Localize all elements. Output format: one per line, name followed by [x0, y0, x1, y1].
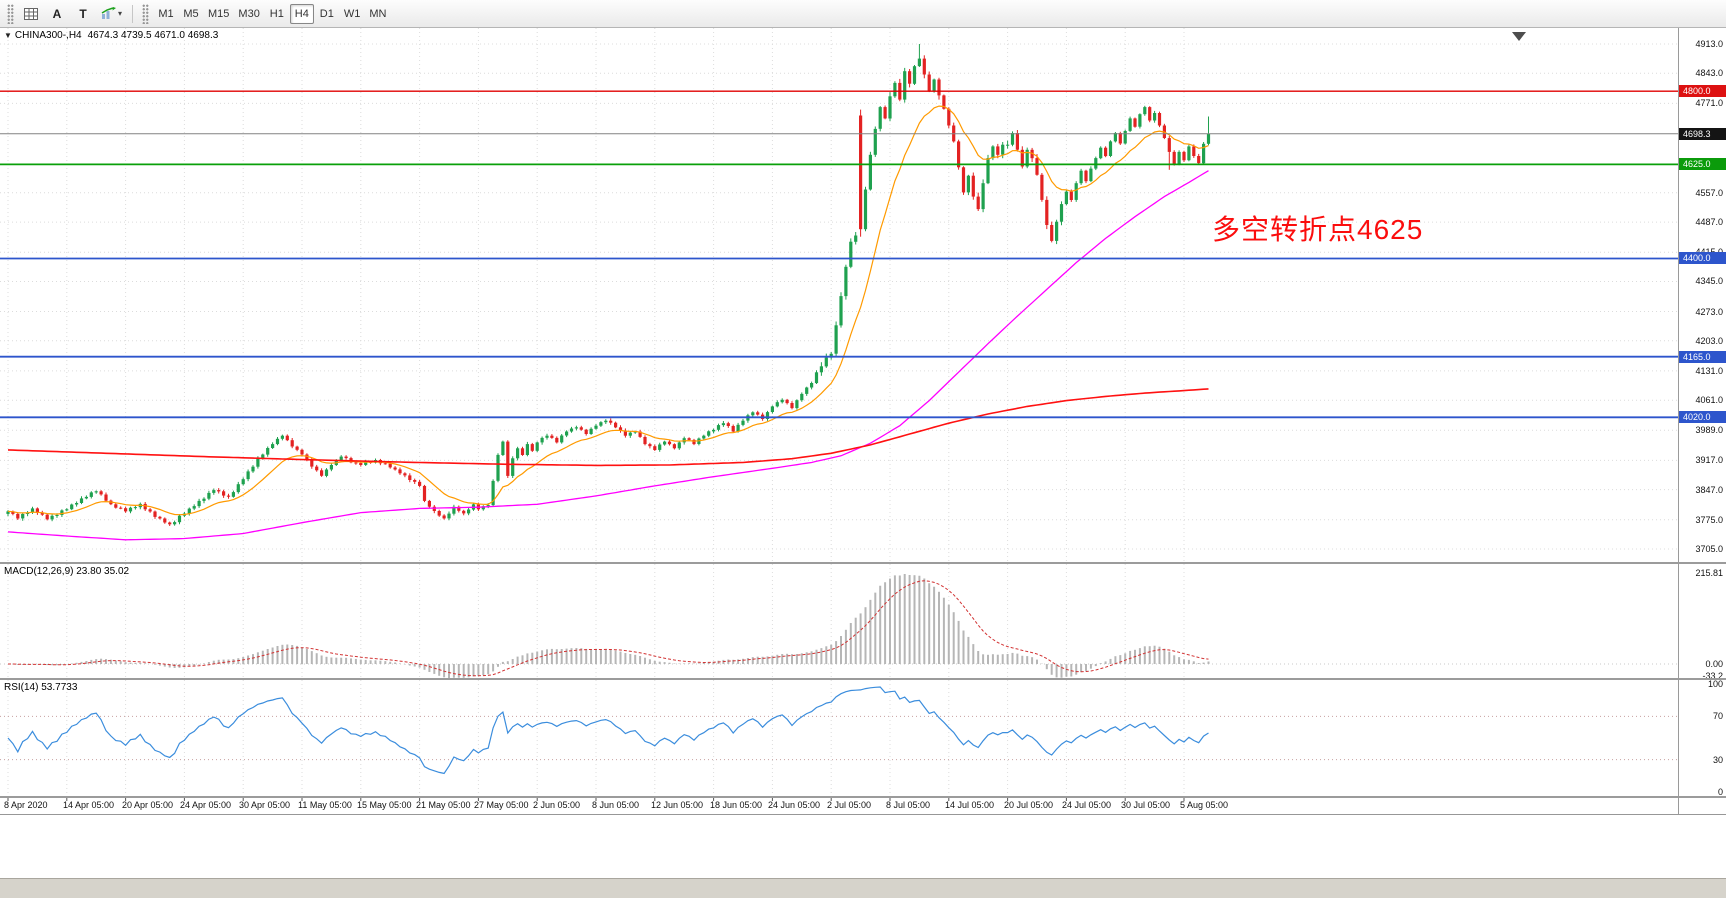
macd-axis-label: 215.81: [1695, 568, 1723, 578]
time-axis-label: 8 Apr 2020: [4, 800, 48, 810]
pane-separator-macd[interactable]: [0, 562, 1726, 564]
timeframe-button-w1[interactable]: W1: [343, 7, 361, 20]
timeframe-button-mn[interactable]: MN: [369, 7, 387, 20]
time-axis-label: 30 Jul 05:00: [1121, 800, 1171, 810]
macd-axis-label: -33.2: [1702, 671, 1723, 681]
pane-separator-timeaxis: [0, 796, 1726, 798]
toolbar-grip[interactable]: [7, 3, 14, 24]
time-axis-label: 8 Jul 05:00: [886, 800, 931, 810]
price-axis-label: 3705.0: [1695, 544, 1723, 554]
time-axis-label: 20 Apr 05:00: [122, 800, 174, 810]
time-axis-label: 30 Apr 05:00: [239, 800, 291, 810]
timeframe-button-h1[interactable]: H1: [269, 7, 284, 20]
price-axis-label: 4273.0: [1695, 307, 1723, 317]
time-axis-label: 18 Jun 05:00: [710, 800, 763, 810]
price-axis-label: 4061.0: [1695, 395, 1723, 405]
chart-plot-area[interactable]: ▼ CHINA300-,H4 4674.3 4739.5 4671.0 4698.3…: [0, 28, 1678, 814]
timeframe-button-d1[interactable]: D1: [319, 7, 334, 20]
time-axis-label: 12 Jun 05:00: [651, 800, 704, 810]
indicators-icon[interactable]: ▾: [97, 4, 126, 24]
timeframe-button-m15[interactable]: M15: [208, 7, 230, 20]
time-axis-label: 11 May 05:00: [298, 800, 352, 810]
timeframe-toolbar: M1 M5 M15 M30 H1 H4 D1 W1 MN: [154, 3, 390, 24]
symbol-dropdown-icon[interactable]: ▼: [4, 31, 12, 40]
price-axis-label: 4771.0: [1695, 98, 1723, 108]
price-tag: 4800.0: [1679, 85, 1726, 97]
price-axis-label: 4345.0: [1695, 276, 1723, 286]
price-tag: 4165.0: [1679, 351, 1726, 363]
new-chart-icon[interactable]: [19, 4, 43, 24]
price-axis[interactable]: 4913.04843.04771.04557.04487.04415.04345…: [1678, 28, 1726, 814]
price-tag: 4400.0: [1679, 252, 1726, 264]
price-axis-label: 4131.0: [1695, 366, 1723, 376]
macd-indicator-title: MACD(12,26,9) 23.80 35.02: [4, 566, 130, 577]
ohlc-readout: 4674.3 4739.5 4671.0 4698.3: [87, 30, 219, 41]
timeframe-button-m5[interactable]: M5: [183, 7, 199, 20]
timeframe-button-m30[interactable]: M30: [238, 7, 260, 20]
status-bar: [0, 878, 1726, 898]
toolbar-separator: [132, 4, 134, 23]
a-tool-icon[interactable]: A: [52, 6, 62, 21]
price-axis-label: 3847.0: [1695, 485, 1723, 495]
rsi-indicator-title: RSI(14) 53.7733: [4, 682, 78, 693]
chart-window: ▼ CHINA300-,H4 4674.3 4739.5 4671.0 4698.3…: [0, 28, 1726, 815]
time-axis-label: 27 May 05:00: [474, 800, 529, 810]
price-axis-label: 4913.0: [1695, 39, 1723, 49]
time-axis-label: 14 Apr 05:00: [63, 800, 115, 810]
price-axis-label: 4843.0: [1695, 68, 1723, 78]
price-tag: 4698.3: [1679, 128, 1726, 140]
chart-title: ▼ CHINA300-,H4 4674.3 4739.5 4671.0 4698.3: [4, 30, 218, 41]
price-axis-label: 3989.0: [1695, 425, 1723, 435]
rsi-axis-label: 70: [1712, 711, 1723, 721]
time-axis-label: 5 Aug 05:00: [1180, 800, 1229, 810]
rsi-axis-label: 0: [1717, 787, 1723, 797]
price-tag: 4020.0: [1679, 411, 1726, 423]
time-axis-label: 24 Jul 05:00: [1062, 800, 1112, 810]
tool-icons-group: A T ▾: [19, 4, 126, 24]
price-chart-canvas[interactable]: [0, 28, 1678, 814]
price-axis-label: 4203.0: [1695, 336, 1723, 346]
toolbar: A T ▾ M1 M5 M15 M30 H1 H4 D1 W1 MN: [0, 0, 1726, 28]
rsi-axis-label: 100: [1707, 679, 1723, 689]
time-axis-label: 8 Jun 05:00: [592, 800, 640, 810]
price-axis-label: 4557.0: [1695, 188, 1723, 198]
price-axis-label: 3775.0: [1695, 515, 1723, 525]
time-axis-label: 14 Jul 05:00: [945, 800, 995, 810]
toolbar-grip-2[interactable]: [142, 3, 150, 24]
symbol-label: CHINA300-,H4: [14, 30, 82, 41]
time-axis-label: 15 May 05:00: [357, 800, 412, 810]
text-tool-icon[interactable]: T: [79, 6, 87, 21]
chart-text-annotation[interactable]: 多空转折点4625: [1212, 214, 1424, 245]
time-axis-label: 24 Jun 05:00: [768, 800, 821, 810]
price-axis-label: 4487.0: [1695, 217, 1723, 227]
time-axis-label: 2 Jul 05:00: [827, 800, 872, 810]
rsi-axis-label: 30: [1712, 755, 1723, 765]
time-axis-label: 2 Jun 05:00: [533, 800, 581, 810]
price-axis-label: 3917.0: [1695, 455, 1723, 465]
time-axis-label: 21 May 05:00: [416, 800, 471, 810]
chart-shift-marker: [1512, 32, 1526, 41]
pane-separator-rsi[interactable]: [0, 678, 1726, 680]
price-tag: 4625.0: [1679, 158, 1726, 170]
timeframe-button-m1[interactable]: M1: [158, 7, 174, 20]
time-axis-label: 20 Jul 05:00: [1004, 800, 1054, 810]
timeframe-button-h4[interactable]: H4: [289, 3, 314, 24]
time-axis-label: 24 Apr 05:00: [180, 800, 232, 810]
macd-axis-label: 0.00: [1705, 659, 1723, 669]
